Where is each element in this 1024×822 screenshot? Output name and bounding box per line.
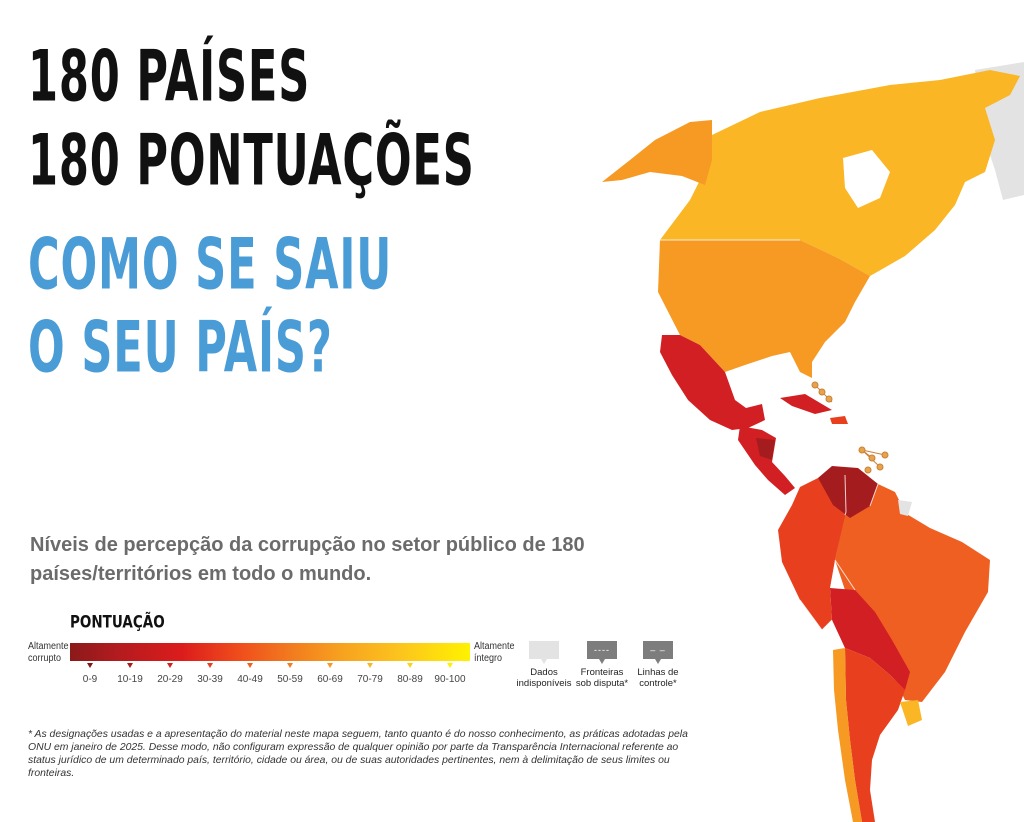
legend-bin-10-19: 10-19 — [110, 663, 150, 685]
legend-bin-pointer — [447, 663, 453, 668]
map-region-nicaragua[interactable] — [756, 438, 775, 460]
legend-bin-pointer — [287, 663, 293, 668]
legend-bin-pointer — [87, 663, 93, 668]
headline-question-line-2: O SEU PAÍS? — [28, 306, 333, 389]
legend-disputed-borders: ---- Fronteiras sob disputa* — [572, 641, 632, 689]
disputed-borders-swatch: ---- — [587, 641, 617, 664]
map-region-uruguay[interactable] — [900, 700, 922, 726]
legend-left-text: Altamente corrupto — [28, 641, 69, 664]
legend-bin-pointer — [367, 663, 373, 668]
headline-line-2: 180 PONTUAÇÕES — [28, 119, 475, 202]
country-borders — [660, 239, 879, 631]
map-water-hudson-bay — [843, 150, 890, 208]
legend-color-scale — [70, 643, 470, 661]
legend-bin-pointer — [247, 663, 253, 668]
map-region-alaska[interactable] — [602, 120, 712, 185]
legend-bin-pointer — [327, 663, 333, 668]
legend-right-label: Altamente íntegro — [474, 641, 515, 665]
legend-bin-50-59: 50-59 — [270, 663, 310, 685]
map-region-hispaniola[interactable] — [830, 416, 848, 424]
map-region-central-america[interactable] — [738, 426, 795, 495]
legend-left-label: Altamente corrupto — [28, 641, 69, 665]
legend-bin-40-49: 40-49 — [230, 663, 270, 685]
legend-bin-label: 20-29 — [157, 674, 183, 685]
legend-title: PONTUAÇÃO — [70, 612, 165, 633]
legend-bin-90-100: 90-100 — [430, 663, 470, 685]
legend-bin-pointer — [127, 663, 133, 668]
map-subtitle: Níveis de percepção da corrupção no seto… — [30, 534, 585, 585]
legend-no-data: Dados indisponíveis — [514, 641, 574, 689]
legend-bin-label: 90-100 — [434, 674, 466, 685]
map-region-chile[interactable] — [833, 648, 862, 822]
legend-bin-label: 10-19 — [117, 674, 143, 685]
legend-bin-0-9: 0-9 — [70, 663, 110, 685]
legend-bin-30-39: 30-39 — [190, 663, 230, 685]
map-region-argentina[interactable] — [845, 648, 905, 822]
map-region-canada[interactable] — [660, 70, 1020, 276]
legend-bin-label: 70-79 — [357, 674, 383, 685]
legend-bin-label: 50-59 — [277, 674, 303, 685]
map-footnote: * As designações usadas e a apresentação… — [28, 729, 688, 779]
map-region-guianas[interactable] — [870, 484, 905, 518]
legend-bins: 0-9 10-19 20-29 30-39 40-49 50-59 60-69 70-79 80… — [70, 663, 470, 703]
no-data-label: Dados indisponíveis — [516, 667, 572, 689]
control-lines-label: Linhas de controle* — [637, 667, 679, 689]
legend-bin-label: 0-9 — [82, 674, 98, 685]
legend-bin-60-69: 60-69 — [310, 663, 350, 685]
headline-line-1: 180 PAÍSES — [28, 35, 311, 118]
legend-bin-70-79: 70-79 — [350, 663, 390, 685]
map-region-venezuela[interactable] — [818, 466, 878, 518]
legend-bin-80-89: 80-89 — [390, 663, 430, 685]
legend-right-text: Altamente íntegro — [474, 641, 515, 664]
headline-question-line-1: COMO SE SAIU — [28, 223, 393, 306]
map-region-bolivia-paraguay[interactable] — [830, 588, 910, 690]
map-region-colombia-ecuador-peru[interactable] — [778, 475, 846, 630]
map-region-brazil[interactable] — [835, 505, 990, 702]
legend-bin-label: 60-69 — [317, 674, 343, 685]
disputed-borders-label: Fronteiras sob disputa* — [575, 667, 629, 689]
no-data-swatch — [529, 641, 559, 664]
legend-bin-label: 30-39 — [197, 674, 223, 685]
map-region-french-guiana[interactable] — [898, 500, 912, 516]
map-region-cuba[interactable] — [780, 394, 832, 414]
legend-bin-pointer — [207, 663, 213, 668]
legend-bin-label: 80-89 — [397, 674, 423, 685]
control-lines-swatch: – – — [643, 641, 673, 664]
map-region-mexico[interactable] — [660, 335, 765, 430]
legend-bin-label: 40-49 — [237, 674, 263, 685]
legend-bin-20-29: 20-29 — [150, 663, 190, 685]
legend-control-lines: – – Linhas de controle* — [628, 641, 688, 689]
legend-bin-pointer — [407, 663, 413, 668]
map-region-usa[interactable] — [658, 240, 870, 378]
legend-bin-pointer — [167, 663, 173, 668]
caribbean-island-markers — [811, 381, 889, 474]
